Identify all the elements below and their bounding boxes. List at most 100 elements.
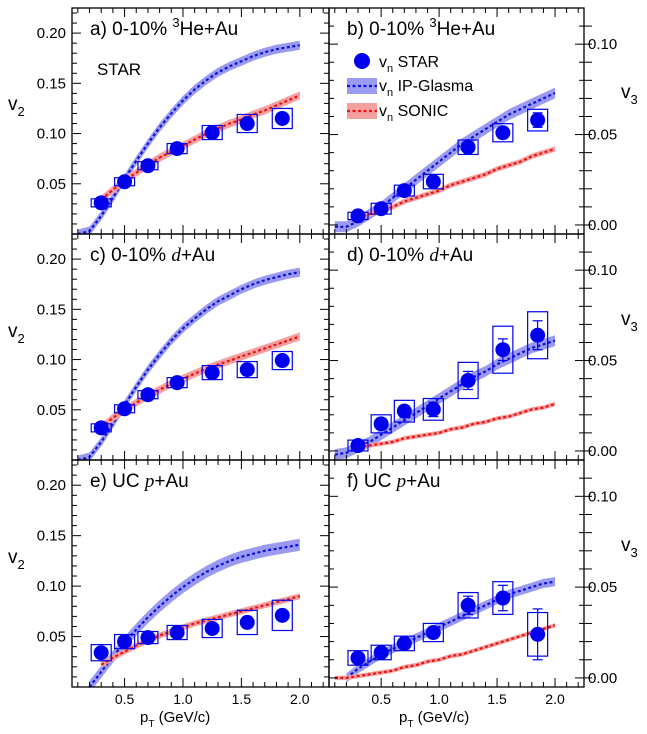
- star-data-point: [530, 327, 546, 343]
- panel-label-system: He+Au: [180, 19, 239, 40]
- star-sys-box: [201, 618, 223, 639]
- panel-label-sup: 3: [172, 15, 179, 30]
- panel-label-d: d) 0-10% d+Au: [347, 245, 473, 266]
- star-sys-box: [271, 107, 293, 130]
- star-data-point: [460, 597, 476, 613]
- star-data-point: [530, 112, 546, 128]
- star-sys-box: [422, 622, 444, 643]
- v2-axis-label-c: v2: [8, 321, 25, 346]
- star-sys-box: [393, 399, 415, 423]
- star-sys-box: [90, 644, 112, 662]
- star-data-point: [460, 372, 476, 388]
- legend-sonic-text: vn SONIC: [379, 103, 448, 124]
- x-tick-label: 0.5: [115, 691, 135, 707]
- y-tick-label: 0.05: [37, 402, 66, 419]
- panel-label-prefix: d) 0-10%: [347, 245, 429, 266]
- glasma-line-f: [345, 580, 556, 679]
- x-tick-label: 1.0: [173, 691, 193, 707]
- panel-label-system: +Au: [439, 245, 473, 266]
- star-data-point: [396, 635, 412, 651]
- star-data-point: [274, 607, 290, 623]
- glasma-band-c: [77, 267, 300, 460]
- glasma-line-c: [77, 271, 300, 460]
- legend-star-marker: [354, 53, 370, 69]
- y-tick-label: 0.10: [37, 578, 66, 595]
- panel-label-a: a) 0-10% 3He+Au: [90, 15, 238, 40]
- panel-label-f: f) UC p+Au: [347, 471, 440, 492]
- star-sys-box: [457, 361, 479, 400]
- panel-frame-b: [328, 7, 585, 235]
- v3-axis-label-b: v3: [621, 82, 638, 107]
- panel-plot-f: [334, 577, 556, 683]
- y-tick-label: 0.05: [37, 629, 66, 646]
- panel-label-italic: p: [143, 471, 155, 492]
- star-data-point: [530, 626, 546, 642]
- panel-label-prefix: b) 0-10%: [347, 19, 429, 40]
- x-tick-label: 1.5: [232, 691, 252, 707]
- sonic-line-c: [100, 335, 301, 429]
- y-tick-label: 0.00: [588, 217, 617, 234]
- star-data-point: [169, 375, 185, 391]
- panel-frame-f: [328, 459, 585, 688]
- y-tick-label: 0.10: [588, 36, 617, 53]
- v3-axis-label-f: v3: [621, 535, 638, 560]
- y-tick-label: 0.10: [588, 488, 617, 505]
- y-tick-label: 0.00: [588, 443, 617, 460]
- sonic-line-d: [357, 402, 556, 449]
- panel-label-sup: 3: [429, 15, 436, 30]
- star-data-point: [140, 630, 156, 646]
- y-tick-label: 0.10: [588, 262, 617, 279]
- star-data-point: [373, 644, 389, 660]
- star-data-point: [396, 183, 412, 199]
- panels: 0.050.100.150.20 a) 0-10% 3He+Au0.000.050…: [37, 7, 617, 707]
- glasma-band-a: [77, 40, 300, 234]
- star-data-point: [373, 416, 389, 432]
- star-data-point: [117, 634, 133, 650]
- x-axis-label-right: pT (GeV/c): [399, 709, 469, 730]
- y-tick-label: 0.20: [37, 251, 66, 268]
- star-data-point: [373, 201, 389, 217]
- panel-f: 0.5 1.0 1.5 2.0 0.00 0.05 0.10 f) UC p+Au: [328, 459, 617, 707]
- panel-label-prefix: e) UC: [90, 471, 145, 492]
- star-sys-box: [236, 609, 258, 636]
- star-data-point: [350, 650, 366, 666]
- star-sys-box: [236, 113, 258, 134]
- panel-label-c: c) 0-10% d+Au: [90, 245, 215, 266]
- x-tick-label: 0.5: [371, 691, 391, 707]
- y-tick-label: 0.20: [37, 25, 66, 42]
- y-tick-label: 0.05: [588, 127, 617, 144]
- panel-d: 0.00 0.05 0.10 d) 0-10% d+Au: [328, 233, 617, 461]
- star-sys-box: [457, 591, 479, 619]
- y-tick-label: 0.15: [37, 301, 66, 318]
- y-tick-label: 0.05: [588, 353, 617, 370]
- star-data-point: [350, 438, 366, 454]
- star-data-point: [239, 116, 255, 132]
- y-tick-label: 0.10: [37, 352, 66, 369]
- star-sys-box: [271, 350, 293, 371]
- panel-label-italic: d: [171, 245, 181, 266]
- sonic-band-e: [101, 593, 300, 668]
- y-tick-label: 0.00: [588, 670, 617, 687]
- star-data-point: [169, 625, 185, 641]
- sonic-line-f: [334, 624, 556, 680]
- star-sys-box: [271, 599, 293, 632]
- legend: vn STAR vn IP-Glasma vn SONIC: [347, 53, 473, 124]
- panel-label-system: +Au: [154, 471, 188, 492]
- glasma-line-e: [88, 543, 300, 687]
- v2-axis-label-a: v2: [8, 94, 25, 119]
- sonic-line-a: [100, 94, 301, 201]
- star-label: STAR: [97, 60, 141, 79]
- sonic-line-e: [100, 595, 301, 666]
- y-tick-label: 0.05: [588, 579, 617, 596]
- y-tick-label: 0.15: [37, 528, 66, 545]
- x-tick-label: 2.0: [290, 691, 310, 707]
- panel-b: 0.00 0.05 0.10 b) 0-10% 3He+Au: [328, 7, 617, 235]
- star-data-point: [495, 342, 511, 358]
- star-data-point: [169, 141, 185, 157]
- panel-plot-c: [77, 267, 301, 460]
- star-data-point: [204, 365, 220, 381]
- sonic-band-f: [334, 623, 555, 681]
- star-data-point: [350, 208, 366, 224]
- star-data-point: [239, 614, 255, 630]
